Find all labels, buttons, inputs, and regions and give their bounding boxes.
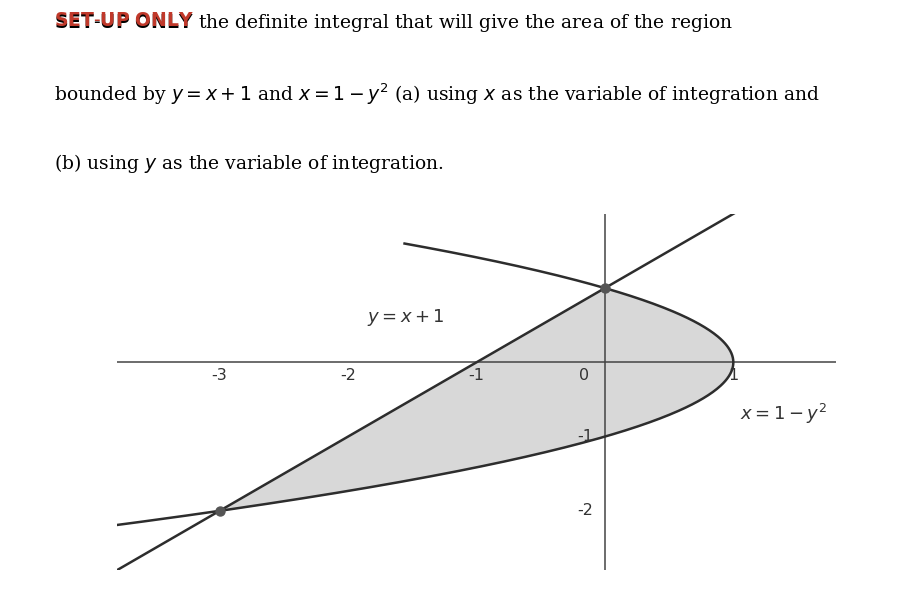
Text: -2: -2 xyxy=(340,368,356,383)
Text: 1: 1 xyxy=(728,368,738,383)
Text: $y = x+1$: $y = x+1$ xyxy=(367,307,445,328)
Text: $\mathbf{SET\text{-}UP\ ONLY}$ the definite integral that will give the area of : $\mathbf{SET\text{-}UP\ ONLY}$ the defin… xyxy=(54,12,733,34)
Text: 0: 0 xyxy=(579,368,590,383)
Text: $x = 1 - y^{2}$: $x = 1 - y^{2}$ xyxy=(740,402,827,426)
Text: bounded by $y = x+1$ and $x = 1-y^2$ (a) using $x$ as the variable of integratio: bounded by $y = x+1$ and $x = 1-y^2$ (a)… xyxy=(54,82,820,108)
Text: -2: -2 xyxy=(577,503,593,519)
Text: (b) using $y$ as the variable of integration.: (b) using $y$ as the variable of integra… xyxy=(54,152,444,175)
Text: -1: -1 xyxy=(577,429,593,444)
Text: -3: -3 xyxy=(212,368,227,383)
Polygon shape xyxy=(219,288,734,511)
Text: -1: -1 xyxy=(468,368,485,383)
Text: $\mathbf{SET\text{-}UP\ ONLY}$: $\mathbf{SET\text{-}UP\ ONLY}$ xyxy=(54,12,194,30)
